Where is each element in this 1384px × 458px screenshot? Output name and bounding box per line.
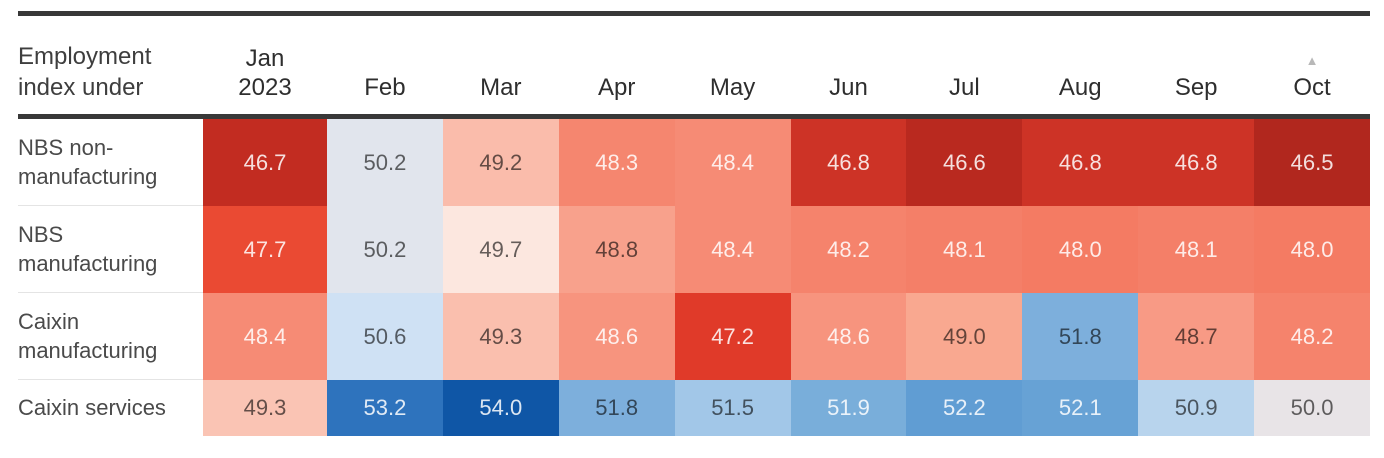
column-header-label: May	[709, 74, 756, 102]
heatmap-cell: 48.0	[1022, 206, 1139, 293]
corner-header: Employment index under	[18, 42, 152, 101]
heatmap-cell: 46.5	[1254, 119, 1370, 206]
table-row: NBS manufacturing 47.7 50.2 49.7 48.8 48.4 48.…	[18, 206, 1370, 293]
column-header-mar[interactable]: Mar	[443, 16, 559, 114]
column-header-apr[interactable]: Apr	[559, 16, 675, 114]
table-header-row: Employment index under Jan 2023 Feb Mar Apr…	[18, 16, 1370, 119]
heatmap-cell: 48.4	[674, 206, 791, 293]
column-header-label: Mar	[480, 74, 522, 102]
heatmap-cell: 50.0	[1254, 380, 1370, 436]
heatmap-cell: 46.6	[906, 119, 1023, 206]
heatmap-cell: 48.2	[790, 206, 907, 293]
column-header-label: Jan 2023	[238, 45, 292, 102]
heatmap-cell: 46.7	[203, 119, 327, 206]
row-label: NBS manufacturing	[18, 206, 203, 293]
column-header-jan[interactable]: Jan 2023	[203, 16, 327, 114]
column-header-may[interactable]: May	[675, 16, 791, 114]
heatmap-cell: 48.6	[558, 293, 675, 380]
column-header-label: Aug	[1058, 74, 1102, 102]
heatmap-cell: 48.4	[203, 293, 327, 380]
table-row: Caixin manufacturing 48.4 50.6 49.3 48.6 47.2…	[18, 293, 1370, 380]
heatmap-cell: 51.5	[674, 380, 791, 436]
row-label: Caixin manufacturing	[18, 293, 203, 380]
heatmap-cell: 48.1	[906, 206, 1023, 293]
heatmap-cell: 50.9	[1138, 380, 1255, 436]
column-header-label: Oct	[1293, 74, 1331, 102]
column-header-label: Sep	[1174, 74, 1218, 102]
column-header-aug[interactable]: Aug	[1022, 16, 1138, 114]
heatmap-cell: 48.2	[1254, 293, 1370, 380]
heatmap-cell: 54.0	[442, 380, 559, 436]
heatmap-cell: 50.2	[327, 206, 443, 293]
column-header-jul[interactable]: Jul	[906, 16, 1022, 114]
table-body: NBS non-manufacturing 46.7 50.2 49.2 48.3 48.…	[18, 119, 1370, 436]
column-header-label: Jul	[949, 74, 980, 102]
row-label: NBS non-manufacturing	[18, 119, 203, 206]
heatmap-cell: 49.7	[442, 206, 559, 293]
column-header-label: Feb	[364, 74, 406, 102]
heatmap-cell: 46.8	[790, 119, 907, 206]
heatmap-cell: 48.8	[558, 206, 675, 293]
column-header-label: Jun	[829, 74, 868, 102]
heatmap-cell: 51.8	[1022, 293, 1139, 380]
heatmap-cell: 53.2	[327, 380, 443, 436]
heatmap-cell: 48.1	[1138, 206, 1255, 293]
table-row: Caixin services 49.3 53.2 54.0 51.8 51.5 51.9 5…	[18, 380, 1370, 436]
column-header-label: Apr	[598, 74, 636, 102]
employment-index-heatmap: Employment index under Jan 2023 Feb Mar Apr…	[18, 11, 1370, 436]
heatmap-cell: 49.3	[442, 293, 559, 380]
heatmap-cell: 52.2	[906, 380, 1023, 436]
sort-ascending-icon: ▲	[1305, 53, 1319, 69]
heatmap-cell: 48.4	[674, 119, 791, 206]
column-header-sep[interactable]: Sep	[1138, 16, 1254, 114]
heatmap-cell: 47.7	[203, 206, 327, 293]
heatmap-cell: 48.0	[1254, 206, 1370, 293]
heatmap-cell: 49.0	[906, 293, 1023, 380]
table-row: NBS non-manufacturing 46.7 50.2 49.2 48.3 48.…	[18, 119, 1370, 206]
heatmap-cell: 49.3	[203, 380, 327, 436]
column-header-oct[interactable]: ▲ Oct	[1254, 16, 1370, 114]
heatmap-cell: 49.2	[442, 119, 559, 206]
heatmap-cell: 51.9	[790, 380, 907, 436]
heatmap-cell: 48.6	[790, 293, 907, 380]
heatmap-cell: 51.8	[558, 380, 675, 436]
heatmap-cell: 48.7	[1138, 293, 1255, 380]
heatmap-cell: 46.8	[1138, 119, 1255, 206]
heatmap-cell: 48.3	[558, 119, 675, 206]
heatmap-cell: 50.6	[327, 293, 443, 380]
column-header-feb[interactable]: Feb	[327, 16, 443, 114]
heatmap-cell: 47.2	[674, 293, 791, 380]
column-header-jun[interactable]: Jun	[791, 16, 907, 114]
row-label: Caixin services	[18, 380, 203, 436]
heatmap-cell: 50.2	[327, 119, 443, 206]
heatmap-cell: 52.1	[1022, 380, 1139, 436]
heatmap-cell: 46.8	[1022, 119, 1139, 206]
